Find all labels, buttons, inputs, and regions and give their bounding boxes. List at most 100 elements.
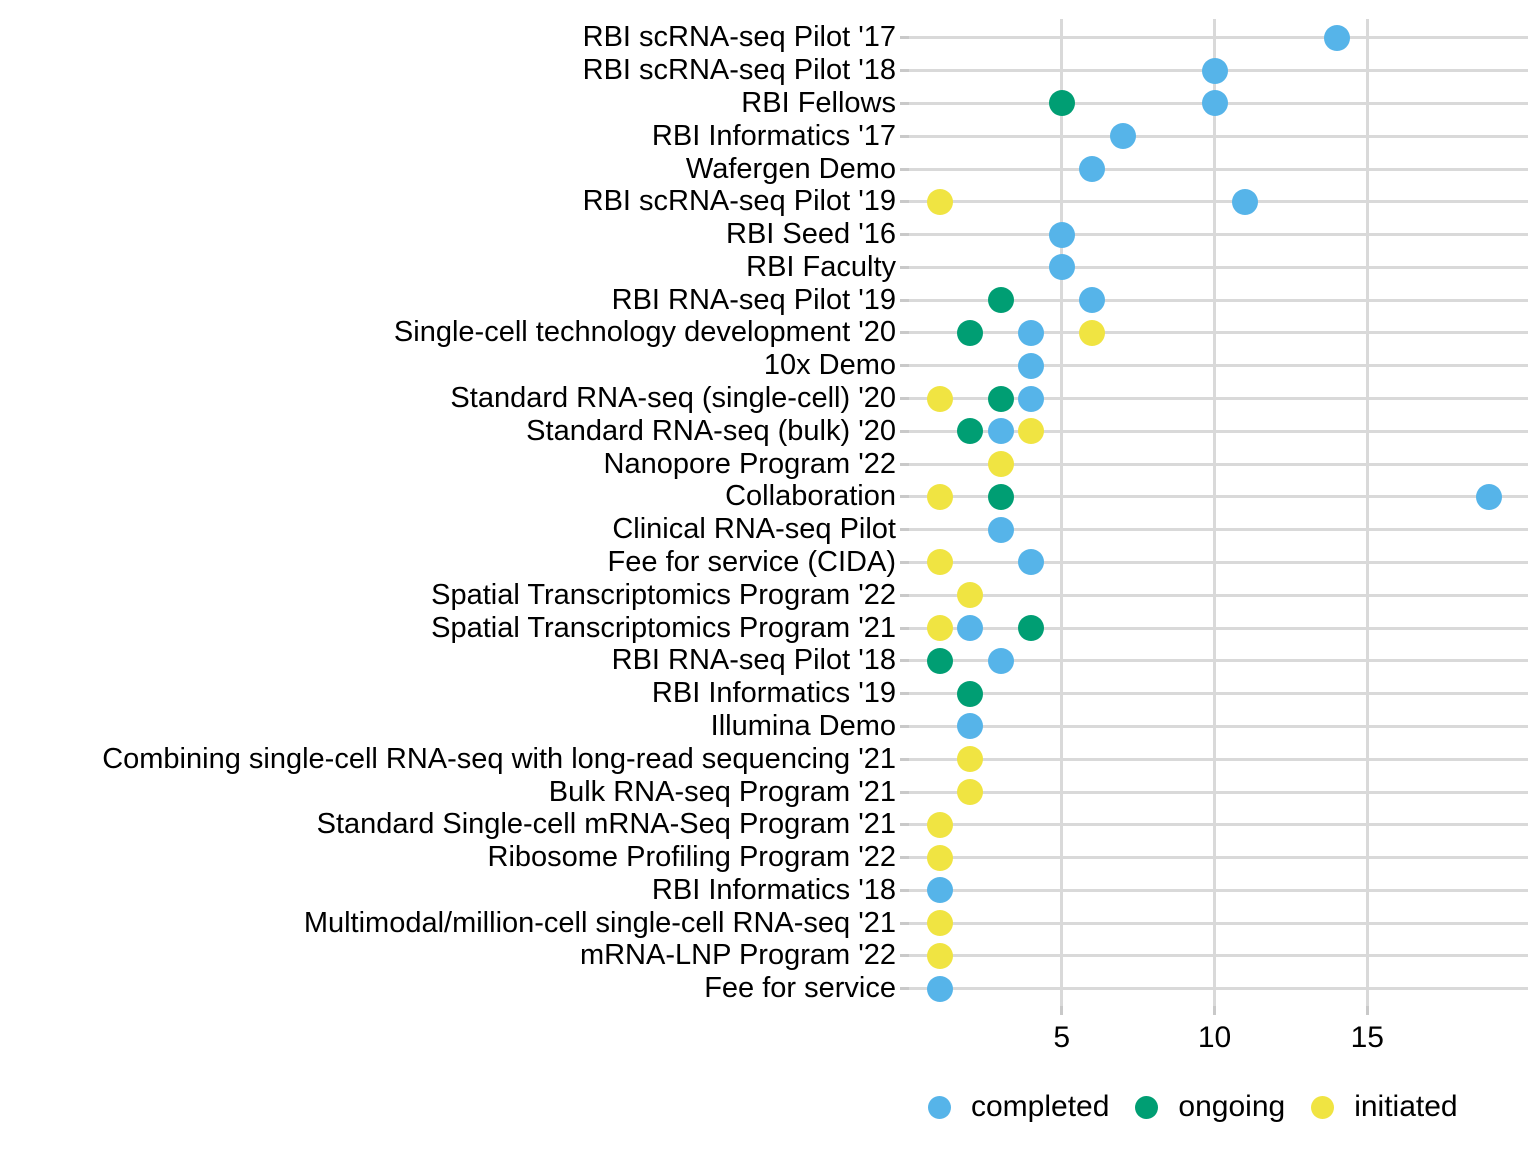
y-axis-label: RBI RNA-seq Pilot '18: [611, 644, 896, 677]
y-axis-label: Collaboration: [725, 480, 896, 513]
x-axis-tick: [1060, 1006, 1064, 1015]
y-axis-label: Clinical RNA-seq Pilot: [612, 513, 896, 546]
gridline-horizontal: [909, 921, 1528, 925]
gridline-horizontal: [909, 560, 1528, 564]
y-axis-label: Fee for service: [704, 972, 896, 1005]
gridline-horizontal: [909, 200, 1528, 204]
gridline-horizontal: [909, 823, 1528, 827]
data-point-ongoing: [957, 319, 984, 346]
data-point-completed: [1079, 156, 1106, 183]
y-axis-tick: [900, 167, 909, 171]
gridline-horizontal: [909, 757, 1528, 761]
data-point-completed: [957, 713, 984, 740]
y-axis-tick: [900, 69, 909, 73]
gridline-horizontal: [909, 954, 1528, 958]
gridline-vertical: [1213, 19, 1216, 1006]
y-axis-label: RBI scRNA-seq Pilot '19: [582, 185, 896, 218]
y-axis-tick: [900, 495, 909, 499]
y-axis-label: Standard RNA-seq (bulk) '20: [526, 414, 896, 447]
gridline-horizontal: [909, 495, 1528, 499]
y-axis-tick: [900, 364, 909, 368]
data-point-completed: [1109, 123, 1136, 150]
gridline-horizontal: [909, 692, 1528, 696]
y-axis-label: Standard Single-cell mRNA-Seq Program '2…: [316, 808, 896, 841]
y-axis-tick: [900, 888, 909, 892]
gridline-horizontal: [909, 724, 1528, 728]
y-axis-tick: [900, 560, 909, 564]
y-axis-label: Combining single-cell RNA-seq with long-…: [102, 742, 896, 775]
y-axis-label: RBI Seed '16: [726, 218, 896, 251]
data-point-completed: [987, 418, 1014, 445]
gridline-horizontal: [909, 790, 1528, 794]
data-point-completed: [926, 975, 953, 1002]
data-point-completed: [1323, 24, 1350, 51]
data-point-completed: [1201, 90, 1228, 117]
y-axis-tick: [900, 200, 909, 204]
gridline-horizontal: [909, 397, 1528, 401]
y-axis-label: RBI Informatics '19: [651, 677, 896, 710]
data-point-initiated: [1018, 418, 1045, 445]
gridline-horizontal: [909, 134, 1528, 138]
y-axis-label: Multimodal/million-cell single-cell RNA-…: [303, 906, 896, 939]
data-point-initiated: [926, 385, 953, 412]
y-axis-tick: [900, 462, 909, 466]
data-point-initiated: [1079, 319, 1106, 346]
data-point-initiated: [987, 451, 1014, 478]
y-axis-label: mRNA-LNP Program '22: [579, 939, 896, 972]
data-point-completed: [1079, 287, 1106, 314]
y-axis-tick: [900, 790, 909, 794]
data-point-completed: [926, 877, 953, 904]
y-axis-tick: [900, 331, 909, 335]
data-point-initiated: [926, 615, 953, 642]
data-point-ongoing: [987, 287, 1014, 314]
y-axis-tick: [900, 134, 909, 138]
y-axis-label: Spatial Transcriptomics Program '22: [431, 578, 896, 611]
gridline-horizontal: [909, 36, 1528, 40]
legend-label-ongoing: ongoing: [1178, 1090, 1286, 1123]
y-axis-label: 10x Demo: [763, 349, 896, 382]
gridline-horizontal: [909, 593, 1528, 597]
y-axis-label: Spatial Transcriptomics Program '21: [431, 611, 896, 644]
initiated-legend-dot-icon: [1311, 1095, 1335, 1119]
legend-item-completed: completed: [928, 1090, 1109, 1124]
gridline-vertical: [1060, 19, 1064, 1006]
data-point-ongoing: [1048, 90, 1075, 117]
y-axis-tick: [900, 233, 909, 237]
y-axis-tick: [900, 659, 909, 663]
data-point-completed: [987, 647, 1014, 674]
y-axis-tick: [900, 101, 909, 105]
legend-item-initiated: initiated: [1311, 1090, 1458, 1124]
data-point-ongoing: [1018, 615, 1045, 642]
data-point-completed: [1201, 57, 1228, 84]
data-point-initiated: [957, 746, 984, 773]
data-point-ongoing: [987, 385, 1014, 412]
data-point-ongoing: [987, 483, 1014, 510]
y-axis-tick: [900, 265, 909, 269]
y-axis-tick: [900, 987, 909, 991]
y-axis-label: Illumina Demo: [710, 709, 896, 742]
y-axis-tick: [900, 954, 909, 958]
gridline-horizontal: [909, 331, 1528, 335]
x-axis-tick-label: 10: [1197, 1021, 1232, 1054]
y-axis-label: Standard RNA-seq (single-cell) '20: [450, 382, 896, 415]
y-axis-label: RBI Informatics '18: [651, 873, 896, 906]
gridline-vertical: [1365, 19, 1369, 1006]
x-axis-tick-label: 15: [1350, 1021, 1384, 1054]
gridline-horizontal: [909, 528, 1528, 532]
y-axis-label: Wafergen Demo: [685, 152, 896, 185]
data-point-initiated: [926, 188, 953, 215]
y-axis-label: RBI Informatics '17: [651, 119, 896, 152]
gridline-horizontal: [909, 265, 1528, 269]
data-point-initiated: [926, 942, 953, 969]
data-point-ongoing: [957, 680, 984, 707]
data-point-completed: [1018, 549, 1045, 576]
ongoing-legend-dot-icon: [1135, 1095, 1159, 1119]
y-axis-label: RBI Faculty: [746, 250, 896, 283]
gridline-horizontal: [909, 659, 1528, 663]
data-point-completed: [957, 615, 984, 642]
data-point-completed: [1476, 483, 1503, 510]
gridline-horizontal: [909, 888, 1528, 892]
gridline-horizontal: [909, 364, 1528, 368]
gridline-horizontal: [909, 987, 1528, 991]
y-axis-tick: [900, 856, 909, 860]
